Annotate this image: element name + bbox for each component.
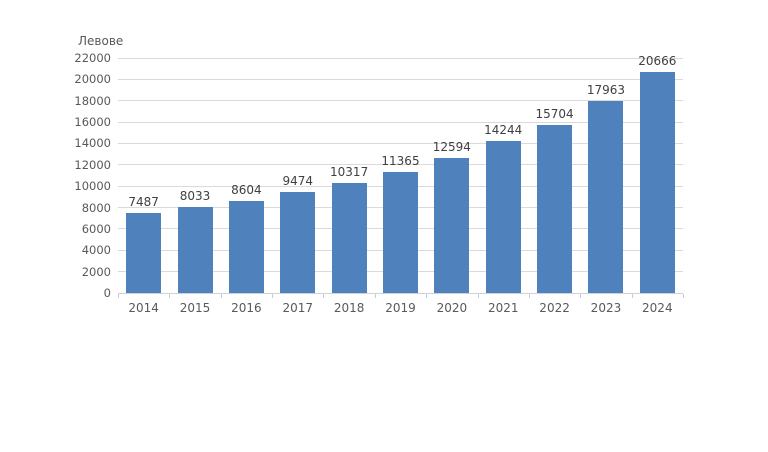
y-axis-tick-labels: 0 2000 4000 6000 8000 10000 12000 14000 16000 180… bbox=[0, 51, 111, 300]
x-axis-tick-mark bbox=[221, 294, 222, 298]
x-tick-label: 2016 bbox=[231, 301, 262, 315]
y-tick-label: 6000 bbox=[81, 221, 111, 236]
x-tick-label: 2015 bbox=[179, 301, 211, 315]
bar bbox=[588, 101, 624, 293]
gridline bbox=[118, 142, 683, 144]
bar bbox=[434, 158, 470, 293]
x-axis-tick-mark bbox=[683, 294, 684, 298]
x-tick-label: 2017 bbox=[282, 301, 314, 315]
bar-value-label: 14244 bbox=[484, 122, 523, 137]
bar-value-label: 10317 bbox=[330, 164, 369, 179]
y-tick-label: 4000 bbox=[81, 243, 111, 258]
y-tick-label: 10000 bbox=[74, 179, 111, 194]
x-tick-label: 2018 bbox=[333, 301, 365, 315]
x-axis-tick-mark bbox=[323, 294, 324, 298]
bar bbox=[639, 72, 675, 293]
y-tick-label: 18000 bbox=[74, 93, 111, 108]
x-tick-label: 2022 bbox=[539, 301, 570, 315]
bar bbox=[383, 171, 418, 293]
bar-value-label: 15704 bbox=[535, 107, 574, 122]
x-axis-tick-labels: 2014 2015 2016 2017 2018 2019 2020 2021 2022 2023… bbox=[118, 301, 683, 317]
y-tick-label: 8000 bbox=[81, 200, 111, 215]
bar-value-label: 7487 bbox=[128, 195, 159, 210]
gridline bbox=[118, 57, 683, 59]
bar bbox=[537, 125, 573, 293]
bar-value-label: 20666 bbox=[638, 54, 677, 69]
y-tick-label: 20000 bbox=[74, 72, 111, 87]
gridline bbox=[118, 121, 683, 123]
x-tick-label: 2023 bbox=[590, 301, 622, 315]
x-axis-tick-mark bbox=[118, 294, 119, 298]
bar-value-label: 8604 bbox=[231, 183, 262, 198]
bar bbox=[126, 213, 162, 293]
y-tick-label: 2000 bbox=[81, 264, 111, 279]
x-axis-tick-mark bbox=[632, 294, 633, 298]
bar-value-label: 12594 bbox=[432, 140, 471, 155]
x-axis-tick-mark bbox=[478, 294, 479, 298]
bar-value-label: 17963 bbox=[586, 83, 626, 98]
bar bbox=[485, 140, 521, 293]
gridline bbox=[118, 100, 683, 102]
bar-value-label: 11365 bbox=[381, 153, 420, 168]
x-tick-label: 2020 bbox=[436, 301, 468, 315]
y-tick-label: 16000 bbox=[74, 115, 111, 130]
x-tick-label: 2014 bbox=[128, 301, 159, 315]
bar bbox=[177, 207, 213, 293]
x-axis-tick-mark bbox=[580, 294, 581, 298]
x-tick-label: 2019 bbox=[385, 301, 416, 315]
bar bbox=[228, 201, 264, 293]
x-tick-label: 2024 bbox=[642, 301, 673, 315]
x-axis-tick-mark bbox=[529, 294, 530, 298]
bar bbox=[331, 182, 367, 293]
x-axis-tick-mark bbox=[375, 294, 376, 298]
y-tick-label: 12000 bbox=[74, 157, 111, 172]
bar-value-label: 9474 bbox=[282, 173, 314, 188]
y-axis-title: Левове bbox=[78, 34, 124, 48]
plot-area: 7487 8033 8604 9474 10317 11365 12594 14244 1570… bbox=[118, 54, 684, 298]
gridline bbox=[118, 78, 683, 80]
x-axis-tick-mark bbox=[272, 294, 273, 298]
gridline bbox=[118, 164, 683, 166]
bar-value-label: 8033 bbox=[179, 189, 211, 204]
y-tick-label: 0 bbox=[103, 286, 111, 300]
y-tick-label: 14000 bbox=[74, 136, 111, 151]
x-axis-tick-mark bbox=[169, 294, 170, 298]
bar bbox=[280, 191, 316, 293]
y-tick-label: 22000 bbox=[74, 51, 111, 65]
x-tick-label: 2021 bbox=[487, 301, 519, 315]
x-axis-tick-mark bbox=[426, 294, 427, 298]
